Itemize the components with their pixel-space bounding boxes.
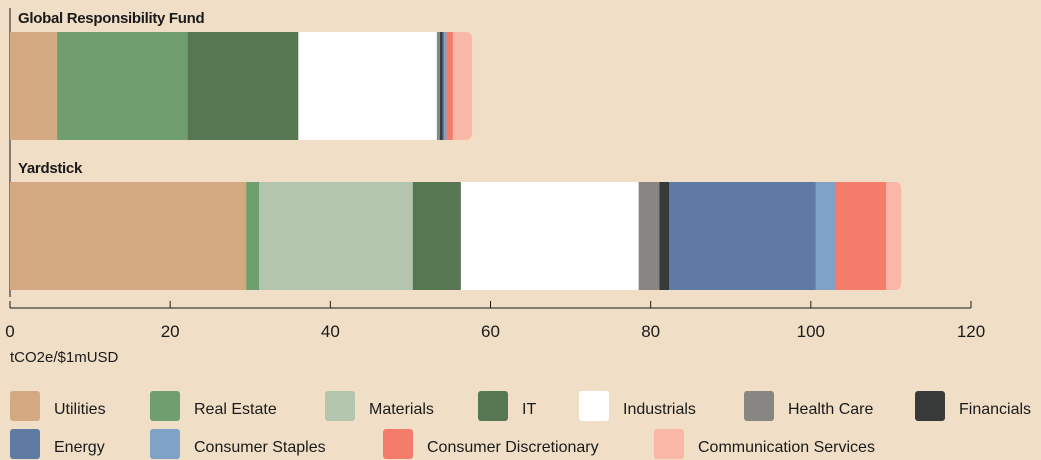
- x-tick-label-20: 20: [161, 322, 180, 341]
- legend-swatch-utilities: [10, 391, 40, 421]
- bar-segment-yardstick-utilities: [10, 182, 247, 290]
- bar-segment-global-responsibility-fund-real-estate: [57, 32, 189, 140]
- legend-swatch-materials: [325, 391, 355, 421]
- x-tick-label-80: 80: [641, 322, 660, 341]
- category-label-yardstick: Yardstick: [18, 160, 83, 177]
- bar-segment-global-responsibility-fund-health-care: [436, 32, 441, 140]
- bar-segment-global-responsibility-fund-industrials: [298, 32, 438, 140]
- legend-swatch-health-care: [744, 391, 774, 421]
- bar-segment-yardstick-consumer-staples: [815, 182, 836, 290]
- x-tick-label-40: 40: [321, 322, 340, 341]
- legend-label-communication-services: Communication Services: [698, 439, 875, 456]
- bar-segment-global-responsibility-fund-consumer-staples: [444, 32, 447, 140]
- legend-label-consumer-discretionary: Consumer Discretionary: [427, 439, 599, 456]
- legend-swatch-financials: [915, 391, 945, 421]
- x-tick-label-60: 60: [481, 322, 500, 341]
- x-axis-unit-label: tCO2e/$1mUSD: [10, 349, 119, 366]
- bar-segment-global-responsibility-fund-consumer-discretionary: [446, 32, 454, 140]
- legend-label-utilities: Utilities: [54, 401, 106, 418]
- bar-segment-yardstick-materials: [259, 182, 414, 290]
- bar-segment-global-responsibility-fund-communication-services: [452, 32, 473, 140]
- legend-label-it: IT: [522, 401, 536, 418]
- legend-label-financials: Financials: [959, 401, 1031, 418]
- legend-swatch-energy: [10, 429, 40, 459]
- bar-segment-yardstick-financials: [659, 182, 670, 290]
- legend-swatch-communication-services: [654, 429, 684, 459]
- legend-swatch-consumer-discretionary: [383, 429, 413, 459]
- bar-segment-yardstick-communication-services: [886, 182, 902, 290]
- bar-segment-yardstick-energy: [669, 182, 816, 290]
- bar-segment-yardstick-industrials: [460, 182, 639, 290]
- legend-label-health-care: Health Care: [788, 401, 873, 418]
- legend-swatch-industrials: [579, 391, 609, 421]
- legend-label-industrials: Industrials: [623, 401, 696, 418]
- bar-segment-global-responsibility-fund-energy: [442, 32, 445, 140]
- legend-label-real-estate: Real Estate: [194, 401, 277, 418]
- legend-swatch-real-estate: [150, 391, 180, 421]
- x-tick-label-100: 100: [797, 322, 825, 341]
- legend-label-energy: Energy: [54, 439, 105, 456]
- legend-label-materials: Materials: [369, 401, 434, 418]
- x-tick-label-120: 120: [957, 322, 985, 341]
- bar-segment-yardstick-it: [412, 182, 462, 290]
- legend-swatch-consumer-staples: [150, 429, 180, 459]
- bar-segment-yardstick-consumer-discretionary: [834, 182, 887, 290]
- bar-segment-yardstick-real-estate: [246, 182, 260, 290]
- x-tick-label-0: 0: [5, 322, 14, 341]
- bar-segment-global-responsibility-fund-utilities: [10, 32, 58, 140]
- category-label-global-responsibility-fund: Global Responsibility Fund: [18, 10, 205, 27]
- bar-segment-global-responsibility-fund-it: [187, 32, 299, 140]
- legend-label-consumer-staples: Consumer Staples: [194, 439, 326, 456]
- bar-segment-global-responsibility-fund-financials: [440, 32, 443, 140]
- legend-swatch-it: [478, 391, 508, 421]
- bar-segment-yardstick-health-care: [638, 182, 660, 290]
